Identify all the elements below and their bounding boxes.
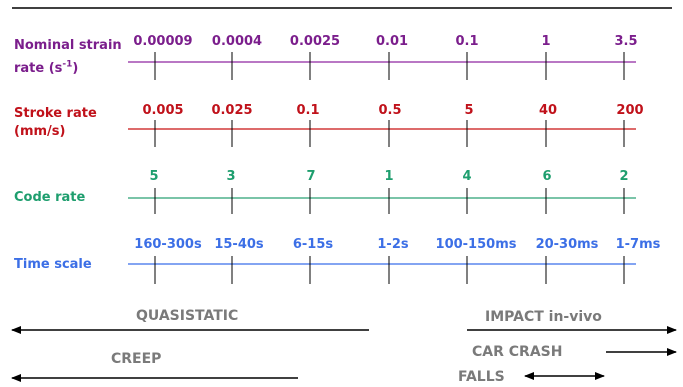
time-value: 20-30ms (535, 237, 599, 252)
code-value: 1 (384, 169, 394, 184)
time-axis (128, 256, 636, 284)
car-crash-label: CAR CRASH (472, 344, 563, 360)
stroke-value: 200 (616, 103, 644, 118)
code-value: 4 (462, 169, 472, 184)
time-value: 6-15s (292, 237, 334, 252)
time-label: Time scale (14, 257, 92, 272)
time-value: 15-40s (214, 237, 264, 252)
code-axis (128, 188, 636, 214)
code-value: 5 (149, 169, 159, 184)
quasistatic-label: QUASISTATIC (136, 308, 239, 324)
stroke-label-line2: (mm/s) (14, 124, 66, 139)
stroke-value: 0.5 (378, 103, 402, 118)
code-value: 2 (619, 169, 629, 184)
time-value: 160-300s (134, 237, 202, 252)
stroke-label-line1: Stroke rate (14, 106, 97, 121)
strain-axis (128, 52, 636, 80)
strain-value: 0.0004 (211, 34, 263, 49)
strain-label-line2: rate (s-1) (14, 59, 79, 76)
stroke-value: 40 (538, 103, 558, 118)
code-value: 3 (226, 169, 236, 184)
strain-label-line1: Nominal strain (14, 38, 122, 53)
time-value: 1-7ms (615, 237, 661, 252)
strain-value: 0.1 (455, 34, 479, 49)
code-value: 6 (542, 169, 552, 184)
time-value: 1-2s (377, 237, 409, 252)
strain-value: 3.5 (614, 34, 638, 49)
strain-value: 1 (541, 34, 551, 49)
code-label: Code rate (14, 190, 86, 205)
falls-label: FALLS (458, 369, 505, 385)
code-value: 7 (306, 169, 316, 184)
creep-label: CREEP (111, 351, 162, 367)
strain-value: 0.0025 (289, 34, 341, 49)
stroke-axis (128, 120, 636, 147)
stroke-value: 0.005 (142, 103, 184, 118)
strain-value: 0.01 (375, 34, 409, 49)
strain-value: 0.00009 (133, 34, 193, 49)
stroke-value: 0.025 (211, 103, 253, 118)
stroke-value: 0.1 (296, 103, 320, 118)
stroke-value: 5 (464, 103, 474, 118)
impact-label: IMPACT in-vivo (485, 309, 602, 325)
time-value: 100-150ms (435, 237, 517, 252)
